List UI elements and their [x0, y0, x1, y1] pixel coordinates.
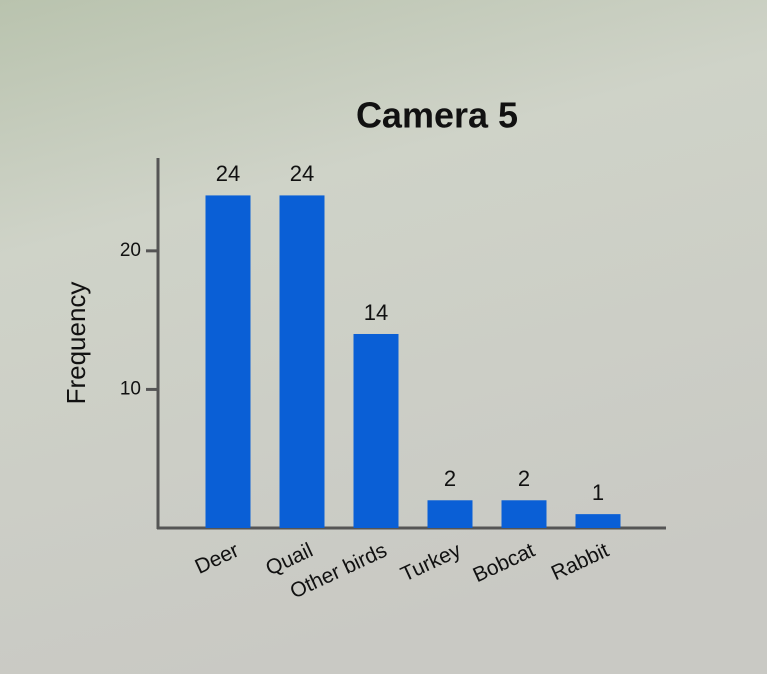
- chart-title: Camera 5: [356, 95, 518, 136]
- y-tick-label: 10: [120, 378, 141, 399]
- bar: [575, 514, 621, 528]
- bar: [501, 500, 547, 528]
- bar: [205, 195, 251, 529]
- data-label: 2: [444, 466, 456, 491]
- data-label: 1: [592, 480, 604, 505]
- data-label: 24: [216, 161, 240, 186]
- bar: [279, 195, 325, 529]
- y-axis-label: Frequency: [61, 282, 91, 405]
- y-tick-label: 20: [120, 240, 141, 261]
- data-label: 2: [518, 466, 530, 491]
- bar: [353, 333, 399, 528]
- bar: [427, 500, 473, 528]
- data-label: 24: [290, 161, 314, 186]
- data-label: 14: [364, 300, 388, 325]
